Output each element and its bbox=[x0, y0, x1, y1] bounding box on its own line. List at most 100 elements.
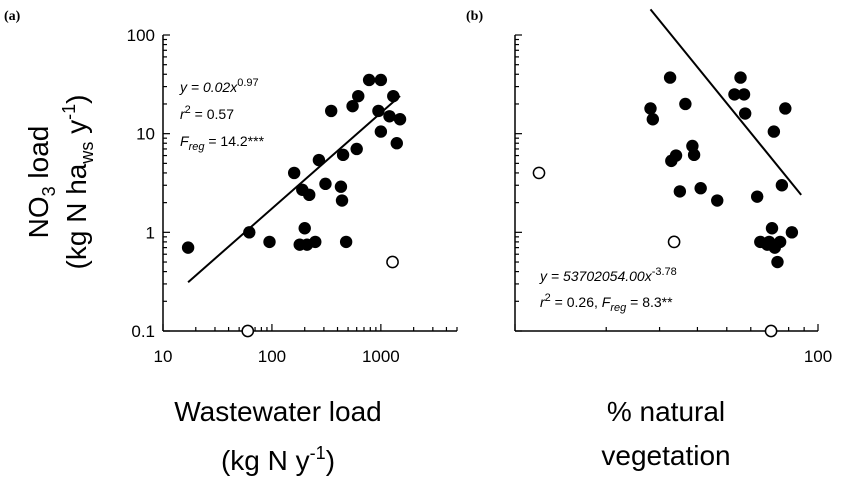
panel-b-x-title-line2: vegetation bbox=[601, 440, 730, 471]
data-point-filled bbox=[728, 88, 741, 101]
data-point-filled bbox=[339, 235, 353, 249]
data-point-filled bbox=[390, 137, 403, 150]
panel-a-x-title-line2: (kg N y-1) bbox=[221, 443, 335, 476]
panel-a-points bbox=[181, 73, 407, 338]
annot-a-r2-sup: 2 bbox=[185, 104, 191, 116]
data-point-filled bbox=[673, 185, 687, 198]
data-point-filled bbox=[663, 71, 677, 84]
data-point-filled bbox=[287, 166, 301, 180]
x-title-a-end: ) bbox=[326, 445, 335, 476]
data-point-open bbox=[667, 235, 681, 249]
annot-a-r2-main: r bbox=[180, 106, 186, 122]
data-point-filled bbox=[387, 89, 400, 103]
data-point-filled bbox=[711, 194, 724, 207]
annot-b-r2-mid: = 0.26, bbox=[551, 294, 602, 310]
data-point-filled bbox=[644, 102, 657, 115]
data-point-filled bbox=[785, 226, 799, 239]
data-point-filled bbox=[687, 148, 701, 162]
data-point-filled bbox=[243, 226, 256, 239]
panel-b-points bbox=[532, 71, 799, 338]
regression-line bbox=[649, 8, 802, 196]
data-point-filled bbox=[694, 182, 707, 195]
panel-b-x-title-line1: % natural bbox=[607, 396, 725, 427]
annot-b-f-sub: reg bbox=[610, 302, 627, 314]
data-point-filled bbox=[263, 235, 276, 249]
y-title-line2-sup: -1 bbox=[59, 104, 79, 120]
data-point-filled bbox=[352, 89, 365, 103]
y-title-line2-sub: ws bbox=[77, 142, 97, 165]
x-title-a-main: (kg N y bbox=[221, 445, 310, 476]
panel-b-label: (b) bbox=[466, 9, 483, 24]
annot-a-r2: r2 = 0.57 bbox=[180, 104, 234, 122]
annot-b-f-main: F bbox=[602, 294, 612, 310]
annot-a-f-end: = 14.2*** bbox=[204, 133, 264, 149]
data-point-filled bbox=[181, 241, 195, 254]
panel-a-y-axis-title-units: (kg N haws y-1) bbox=[59, 95, 97, 270]
y-title-line2-end: ) bbox=[61, 95, 92, 104]
data-point-filled bbox=[771, 255, 784, 269]
panel-a-x-title-line1: Wastewater load bbox=[174, 396, 382, 427]
panel-a-regression bbox=[187, 95, 401, 283]
data-point-filled bbox=[669, 149, 683, 162]
annot-b-eq-exp: -3.78 bbox=[652, 266, 677, 278]
panel-a-y-axis-title: NO3 load bbox=[23, 126, 59, 239]
data-point-filled bbox=[383, 110, 396, 123]
x-tick-label: 10 bbox=[154, 347, 173, 366]
y-tick-label: 1 bbox=[146, 223, 155, 242]
y-title-line1-end: load bbox=[23, 126, 54, 187]
data-point-filled bbox=[350, 142, 363, 156]
data-point-filled bbox=[372, 104, 385, 118]
annot-b-equation: y = 53702054.00x-3.78 bbox=[539, 266, 677, 284]
panel-b-regression bbox=[649, 8, 802, 196]
data-point-filled bbox=[738, 107, 752, 120]
data-point-filled bbox=[324, 104, 338, 118]
x-tick-label: 1000 bbox=[362, 347, 400, 366]
y-tick-label: 100 bbox=[127, 26, 155, 45]
data-point-filled bbox=[775, 179, 789, 192]
annot-b-eq-main: y = 53702054.00x bbox=[539, 268, 653, 284]
data-point-filled bbox=[374, 73, 388, 87]
data-point-open bbox=[764, 324, 778, 338]
panel-b-annotation: y = 53702054.00x-3.78 r2 = 0.26, Freg = … bbox=[539, 266, 677, 314]
panel-b: (b) 100 y = 53702054.00x-3.78 r2 = 0.26,… bbox=[466, 8, 832, 471]
data-point-filled bbox=[737, 88, 751, 101]
data-point-filled bbox=[336, 148, 350, 162]
data-point-open bbox=[386, 255, 399, 269]
x-tick-label: 100 bbox=[258, 347, 286, 366]
data-point-filled bbox=[734, 71, 747, 84]
y-title-line1-main: NO bbox=[23, 196, 54, 238]
annot-a-eq-main: y = 0.02x bbox=[179, 79, 238, 95]
data-point-open bbox=[532, 166, 546, 180]
data-point-filled bbox=[312, 153, 326, 167]
y-title-line1-sub: 3 bbox=[39, 186, 59, 196]
panel-b-axes: 100 bbox=[514, 34, 832, 366]
annot-b-f-end: = 8.3** bbox=[626, 294, 673, 310]
data-point-filled bbox=[765, 222, 779, 235]
annot-b-r2-sup: 2 bbox=[545, 292, 551, 304]
y-tick-label: 0.1 bbox=[131, 322, 155, 341]
annot-a-r2-end: = 0.57 bbox=[191, 106, 234, 122]
data-point-filled bbox=[767, 125, 781, 138]
data-point-filled bbox=[319, 177, 332, 191]
data-point-filled bbox=[335, 194, 349, 207]
data-point-filled bbox=[393, 113, 407, 126]
svg-text:(kg N haws y-1): (kg N haws y-1) bbox=[59, 95, 97, 270]
data-point-filled bbox=[779, 102, 792, 115]
data-point-filled bbox=[346, 99, 359, 113]
annot-a-f-main: F bbox=[180, 133, 190, 149]
y-tick-label: 10 bbox=[136, 125, 155, 144]
x-title-a-sup: -1 bbox=[310, 443, 326, 463]
data-point-filled bbox=[374, 125, 388, 138]
panel-a-axes: 0.1 1 10 100 10 100 1000 bbox=[127, 26, 458, 366]
x-tick-label: 100 bbox=[804, 347, 832, 366]
y-title-line2-mid: y bbox=[61, 120, 92, 142]
svg-text:NO3 load: NO3 load bbox=[23, 126, 59, 239]
y-title-line2-main: (kg N ha bbox=[61, 163, 92, 269]
regression-line bbox=[187, 95, 401, 283]
annot-a-freg: Freg = 14.2*** bbox=[180, 133, 265, 153]
data-point-filled bbox=[334, 180, 348, 193]
data-point-filled bbox=[773, 235, 787, 249]
data-point-filled bbox=[309, 235, 322, 249]
annot-a-equation: y = 0.02x0.97 bbox=[179, 77, 259, 95]
